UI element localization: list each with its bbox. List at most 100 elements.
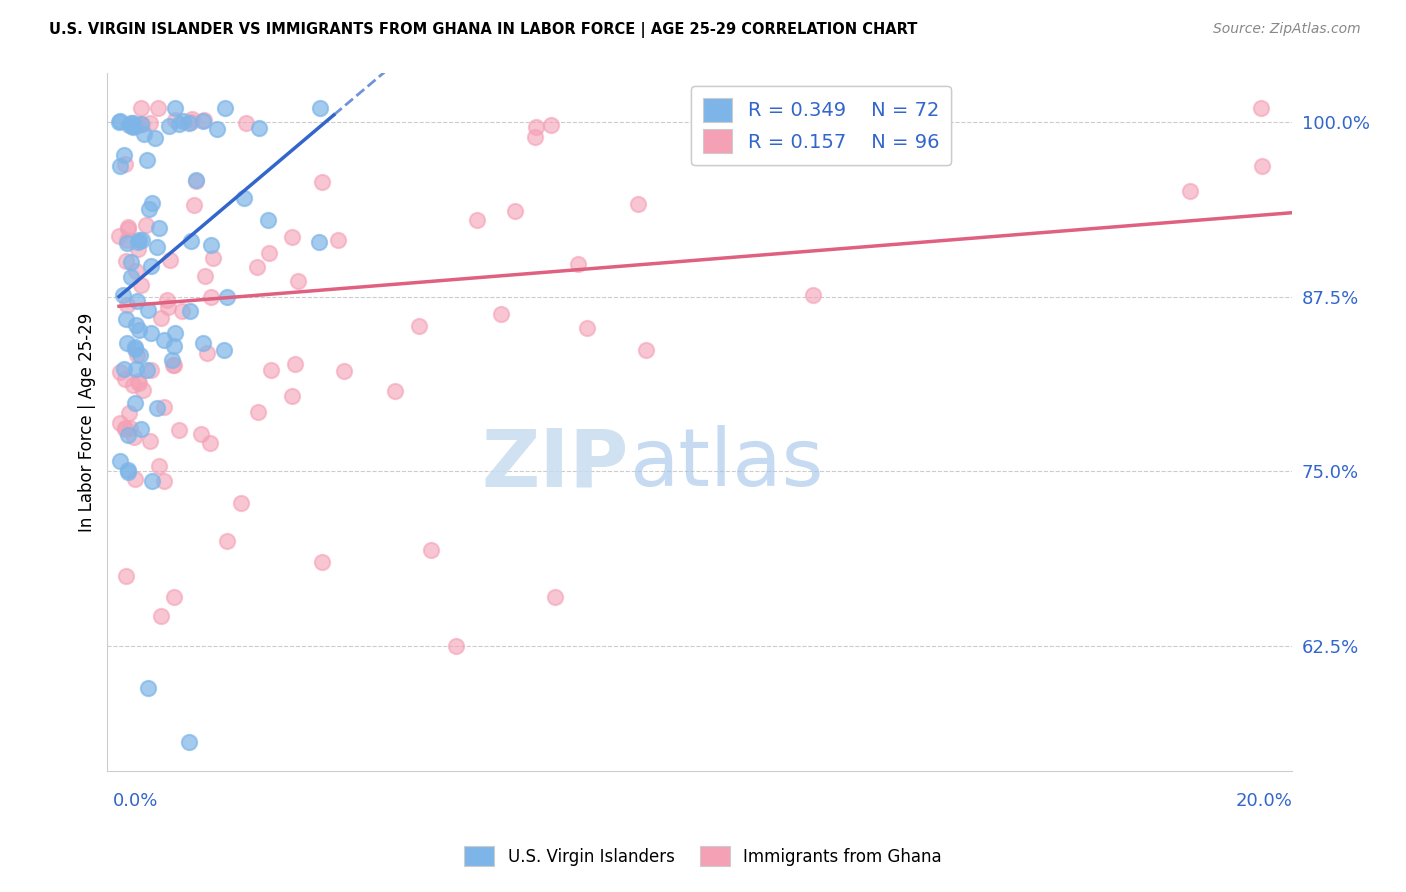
Point xyxy=(128,323,150,337)
Point xyxy=(540,118,562,132)
Point xyxy=(121,270,143,285)
Point xyxy=(200,290,222,304)
Point xyxy=(128,376,150,390)
Point xyxy=(108,417,131,431)
Point xyxy=(136,303,159,318)
Point xyxy=(143,131,166,145)
Point xyxy=(125,293,148,308)
Y-axis label: In Labor Force | Age 25-29: In Labor Force | Age 25-29 xyxy=(79,312,96,532)
Point xyxy=(627,197,650,211)
Point xyxy=(124,343,146,357)
Point xyxy=(117,221,139,235)
Point xyxy=(114,422,136,436)
Point xyxy=(257,245,280,260)
Point xyxy=(181,112,204,126)
Point xyxy=(212,343,235,357)
Point xyxy=(149,310,172,325)
Point xyxy=(139,115,162,129)
Point xyxy=(1250,159,1272,173)
Point xyxy=(141,363,163,377)
Point xyxy=(146,401,169,415)
Point xyxy=(118,118,141,132)
Point xyxy=(110,365,132,379)
Point xyxy=(146,101,169,115)
Point xyxy=(141,196,163,211)
Point xyxy=(139,259,162,273)
Point xyxy=(108,115,131,129)
Point xyxy=(121,116,143,130)
Point xyxy=(287,274,309,288)
Point xyxy=(543,590,565,604)
Point xyxy=(124,340,146,354)
Point xyxy=(127,374,149,388)
Point xyxy=(183,197,205,211)
Point xyxy=(117,298,139,312)
Point xyxy=(198,436,221,450)
Point xyxy=(157,301,180,315)
Point xyxy=(465,212,488,227)
Point xyxy=(129,422,152,436)
Point xyxy=(117,463,139,477)
Point xyxy=(114,421,136,435)
Point xyxy=(163,590,186,604)
Point xyxy=(194,269,217,284)
Point xyxy=(150,609,173,624)
Point xyxy=(190,427,212,442)
Point xyxy=(122,378,145,392)
Point xyxy=(112,362,135,376)
Point xyxy=(131,101,153,115)
Point xyxy=(576,320,599,334)
Point xyxy=(115,335,138,350)
Text: Source: ZipAtlas.com: Source: ZipAtlas.com xyxy=(1213,22,1361,37)
Point xyxy=(284,357,307,371)
Point xyxy=(524,120,547,134)
Point xyxy=(110,454,132,468)
Point xyxy=(156,293,179,308)
Point xyxy=(179,116,201,130)
Text: 20.0%: 20.0% xyxy=(1236,792,1292,811)
Point xyxy=(108,229,131,244)
Point xyxy=(124,396,146,410)
Point xyxy=(281,389,304,403)
Point xyxy=(124,318,146,332)
Point xyxy=(108,159,131,173)
Point xyxy=(384,384,406,398)
Point xyxy=(167,424,190,438)
Point xyxy=(280,229,302,244)
Point xyxy=(491,307,513,321)
Point xyxy=(326,234,349,248)
Point xyxy=(122,120,145,135)
Point xyxy=(162,358,184,372)
Point xyxy=(444,639,467,653)
Point xyxy=(772,101,794,115)
Text: ZIP: ZIP xyxy=(481,425,628,503)
Point xyxy=(125,118,148,132)
Point xyxy=(408,318,430,333)
Point xyxy=(127,235,149,249)
Point xyxy=(217,533,239,548)
Point xyxy=(152,474,174,488)
Point xyxy=(235,116,257,130)
Point xyxy=(121,119,143,133)
Point xyxy=(796,101,818,115)
Point xyxy=(131,233,153,247)
Point xyxy=(246,260,269,274)
Point xyxy=(177,735,200,749)
Point xyxy=(179,304,201,318)
Point xyxy=(163,326,186,341)
Point xyxy=(115,233,138,247)
Point xyxy=(132,384,155,398)
Point xyxy=(128,233,150,247)
Point xyxy=(134,128,156,142)
Point xyxy=(524,130,547,145)
Text: U.S. VIRGIN ISLANDER VS IMMIGRANTS FROM GHANA IN LABOR FORCE | AGE 25-29 CORRELA: U.S. VIRGIN ISLANDER VS IMMIGRANTS FROM … xyxy=(49,22,918,38)
Point xyxy=(110,113,132,128)
Point xyxy=(148,458,170,473)
Point xyxy=(135,153,157,167)
Point xyxy=(141,474,163,488)
Point xyxy=(801,288,824,302)
Point xyxy=(153,400,176,414)
Point xyxy=(138,202,160,216)
Point xyxy=(115,236,138,251)
Point xyxy=(125,119,148,133)
